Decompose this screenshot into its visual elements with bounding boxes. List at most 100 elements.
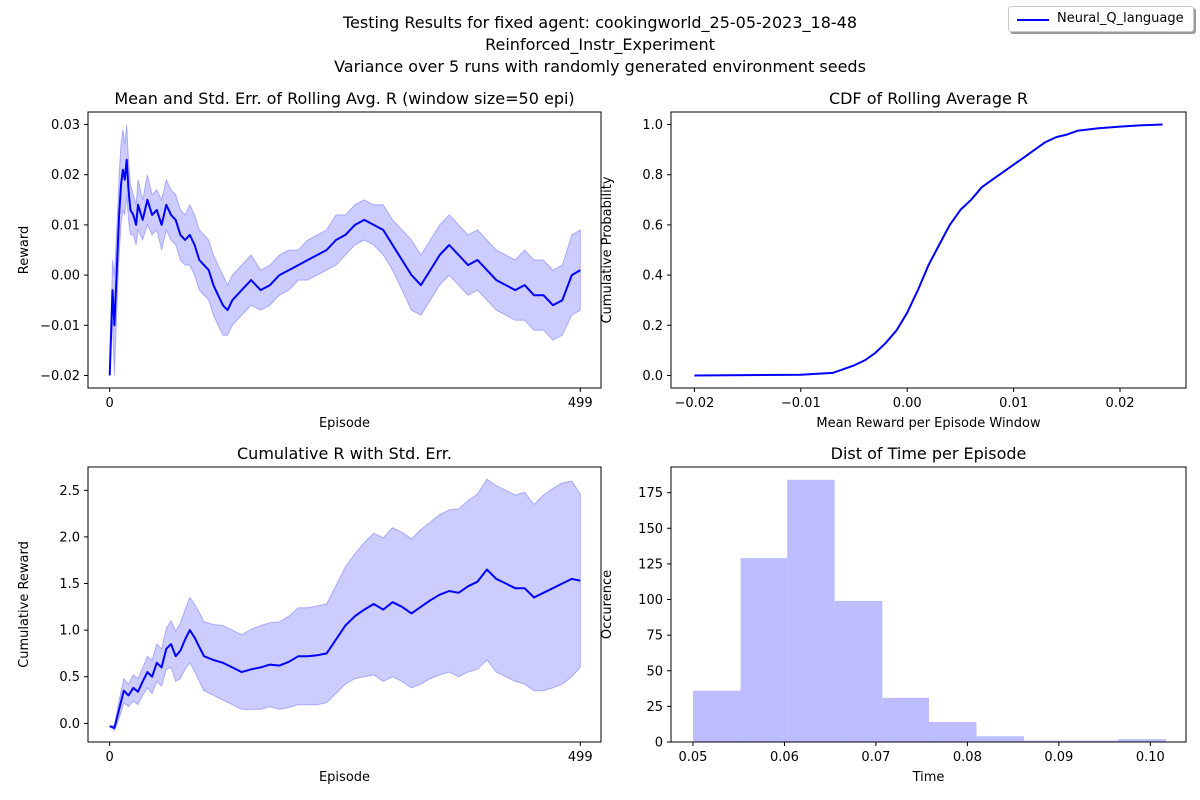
x-axis-label: Time xyxy=(912,770,945,785)
data-point xyxy=(111,289,114,292)
data-point xyxy=(278,274,281,277)
histogram-bar xyxy=(834,600,883,742)
x-tick-label: 0.06 xyxy=(770,750,799,765)
panel-rolling-average-reward: 0 499 −0.02 −0.01 0.00 0.01 0.02 0.03 Mean and S… xyxy=(17,89,602,431)
histogram-bar xyxy=(787,479,835,742)
data-point xyxy=(391,601,394,604)
data-point xyxy=(570,274,573,277)
data-point xyxy=(938,243,941,246)
data-point xyxy=(863,359,866,362)
y-tick-label: −0.02 xyxy=(40,369,80,384)
data-point xyxy=(136,690,139,693)
data-point xyxy=(391,243,394,246)
data-point xyxy=(306,655,309,658)
y-tick-label: 0.2 xyxy=(642,319,663,334)
data-point xyxy=(382,228,385,231)
data-point xyxy=(495,279,498,282)
data-point xyxy=(874,351,877,354)
histogram-bar xyxy=(928,722,977,742)
data-point xyxy=(127,694,130,697)
data-point xyxy=(363,218,366,221)
data-point xyxy=(160,666,163,669)
data-point xyxy=(259,666,262,669)
data-point xyxy=(532,596,535,599)
panel-title: Cumulative R with Std. Err. xyxy=(237,444,452,463)
data-point xyxy=(240,289,243,292)
series-line xyxy=(108,158,581,376)
plot-area xyxy=(694,123,1163,377)
data-point xyxy=(895,329,898,332)
data-point xyxy=(799,373,802,376)
x-tick-label: 499 xyxy=(568,750,593,765)
data-point xyxy=(193,243,196,246)
data-point xyxy=(457,253,460,256)
data-point xyxy=(250,668,253,671)
data-point xyxy=(306,258,309,261)
data-point xyxy=(570,577,573,580)
data-point xyxy=(504,582,507,585)
plot-area xyxy=(108,124,581,376)
data-point xyxy=(1001,171,1004,174)
data-point xyxy=(174,655,177,658)
suptitle-line-3: Variance over 5 runs with randomly gener… xyxy=(334,57,866,76)
axes-frame xyxy=(670,111,1187,389)
y-tick-label: 0.03 xyxy=(51,118,80,133)
x-tick-label: 0 xyxy=(106,396,114,411)
data-point xyxy=(212,658,215,661)
data-point xyxy=(160,223,163,226)
data-point xyxy=(132,213,135,216)
y-tick-label: 75 xyxy=(646,629,663,644)
data-point xyxy=(532,294,535,297)
data-point xyxy=(235,294,238,297)
data-point xyxy=(842,368,845,371)
data-point xyxy=(129,208,132,211)
y-tick-label: 1.5 xyxy=(59,577,80,592)
y-tick-label: 100 xyxy=(638,593,663,608)
y-tick-label: 50 xyxy=(646,664,663,679)
data-point xyxy=(1033,148,1036,151)
x-axis-label: Episode xyxy=(319,416,370,431)
x-tick-label: −0.02 xyxy=(674,396,714,411)
data-point xyxy=(240,671,243,674)
x-tick-label: 0.10 xyxy=(1136,750,1165,765)
y-tick-label: 0.02 xyxy=(51,168,80,183)
data-point xyxy=(1140,124,1143,127)
data-point xyxy=(334,638,337,641)
data-point xyxy=(113,324,116,327)
data-point xyxy=(231,666,234,669)
data-point xyxy=(514,289,517,292)
data-point xyxy=(852,364,855,367)
x-tick-label: 0.08 xyxy=(953,750,982,765)
x-tick-label: 0.00 xyxy=(893,396,922,411)
data-point xyxy=(884,341,887,344)
data-point xyxy=(991,178,994,181)
data-point xyxy=(278,664,281,667)
data-point xyxy=(141,680,144,683)
data-point xyxy=(344,624,347,627)
data-point xyxy=(231,299,234,302)
data-point xyxy=(438,593,441,596)
y-tick-label: 0.4 xyxy=(642,269,663,284)
data-point xyxy=(353,615,356,618)
data-point xyxy=(165,647,168,650)
data-point xyxy=(504,284,507,287)
data-point xyxy=(268,663,271,666)
data-point xyxy=(476,258,479,261)
legend-label: Neural_Q_language xyxy=(1057,11,1184,26)
figure-suptitle: Testing Results for fixed agent: cooking… xyxy=(0,12,1200,78)
suptitle-line-2: Reinforced_Instr_Experiment xyxy=(485,35,715,54)
data-point xyxy=(316,654,319,657)
data-point xyxy=(429,269,432,272)
data-point xyxy=(259,289,262,292)
data-point xyxy=(400,605,403,608)
y-tick-label: 150 xyxy=(638,522,663,537)
y-tick-label: 1.0 xyxy=(59,624,80,639)
x-tick-label: 0 xyxy=(106,750,114,765)
data-point xyxy=(551,587,554,590)
data-point xyxy=(561,582,564,585)
x-tick-label: −0.01 xyxy=(781,396,821,411)
data-point xyxy=(188,629,191,632)
series-line xyxy=(694,123,1163,377)
series-line xyxy=(109,568,581,729)
data-point xyxy=(400,258,403,261)
